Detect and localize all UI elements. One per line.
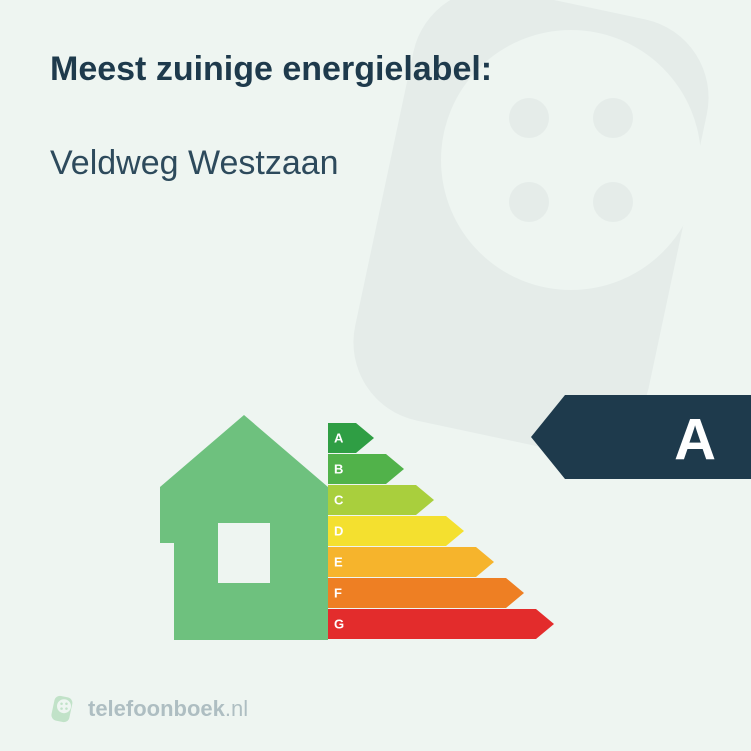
brand-text: telefoonboek.nl — [88, 696, 248, 722]
energy-bar-label: C — [334, 493, 343, 508]
energy-bar-label: E — [334, 555, 343, 570]
energy-bar-b: B — [328, 454, 554, 484]
house-icon — [160, 415, 328, 640]
footer-brand: telefoonboek.nl — [50, 695, 248, 723]
energy-bar-d: D — [328, 516, 554, 546]
energy-bar-f: F — [328, 578, 554, 608]
energy-bar-label: D — [334, 524, 343, 539]
energy-bar-label: F — [334, 586, 342, 601]
energy-bar-label: G — [334, 617, 344, 632]
energy-bar-g: G — [328, 609, 554, 639]
selected-energy-badge: A — [531, 395, 751, 484]
selected-energy-letter: A — [674, 406, 716, 473]
energy-bar-c: C — [328, 485, 554, 515]
location-name: Veldweg Westzaan — [50, 144, 701, 183]
page-title: Meest zuinige energielabel: — [50, 50, 701, 89]
energy-bar-label: B — [334, 462, 343, 477]
energy-bar-a: A — [328, 423, 554, 453]
energy-bar-label: A — [334, 431, 343, 446]
energy-bar-e: E — [328, 547, 554, 577]
brand-icon — [50, 695, 78, 723]
